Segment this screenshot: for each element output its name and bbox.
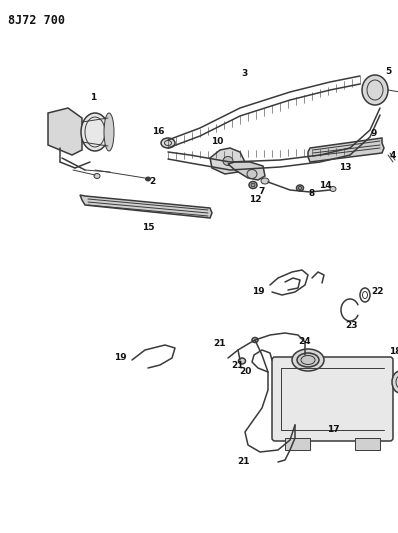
Ellipse shape	[94, 174, 100, 179]
Text: 20: 20	[239, 367, 251, 376]
Polygon shape	[48, 108, 82, 155]
Ellipse shape	[161, 138, 175, 148]
Text: 4: 4	[390, 150, 396, 159]
Ellipse shape	[330, 187, 336, 191]
Text: 19: 19	[114, 353, 126, 362]
Ellipse shape	[249, 182, 257, 189]
Ellipse shape	[238, 358, 246, 364]
Text: 23: 23	[346, 320, 358, 329]
Text: 13: 13	[339, 164, 351, 173]
Text: 1: 1	[90, 93, 96, 102]
Text: 8: 8	[309, 189, 315, 198]
Text: 16: 16	[152, 127, 164, 136]
Ellipse shape	[298, 187, 302, 190]
Polygon shape	[80, 195, 212, 218]
Ellipse shape	[223, 157, 233, 166]
Polygon shape	[308, 138, 384, 162]
Text: 18: 18	[389, 348, 398, 357]
Polygon shape	[210, 148, 245, 174]
Text: 21: 21	[214, 338, 226, 348]
Text: 8J72 700: 8J72 700	[8, 14, 65, 27]
Bar	[285, 438, 310, 450]
Text: 19: 19	[252, 287, 264, 296]
Ellipse shape	[261, 178, 269, 184]
Text: 21: 21	[231, 360, 243, 369]
Text: 5: 5	[385, 68, 391, 77]
Ellipse shape	[297, 185, 304, 191]
Ellipse shape	[392, 371, 398, 393]
Ellipse shape	[251, 183, 255, 187]
Bar	[355, 438, 380, 450]
Ellipse shape	[252, 337, 258, 343]
Text: 22: 22	[371, 287, 383, 296]
Text: 15: 15	[142, 223, 154, 232]
Text: 24: 24	[298, 337, 311, 346]
Polygon shape	[228, 162, 265, 180]
FancyBboxPatch shape	[272, 357, 393, 441]
Ellipse shape	[362, 75, 388, 105]
Text: 7: 7	[259, 188, 265, 197]
Ellipse shape	[81, 113, 109, 151]
Text: 9: 9	[371, 128, 377, 138]
Text: 21: 21	[237, 457, 249, 466]
Ellipse shape	[247, 169, 257, 179]
Ellipse shape	[146, 177, 150, 181]
Text: 14: 14	[319, 181, 331, 190]
Text: 2: 2	[149, 177, 155, 187]
Text: 17: 17	[327, 425, 339, 434]
Text: 3: 3	[242, 69, 248, 77]
Text: 10: 10	[211, 138, 223, 147]
Ellipse shape	[104, 113, 114, 151]
Text: 12: 12	[249, 196, 261, 205]
Ellipse shape	[292, 349, 324, 371]
Ellipse shape	[297, 353, 319, 367]
